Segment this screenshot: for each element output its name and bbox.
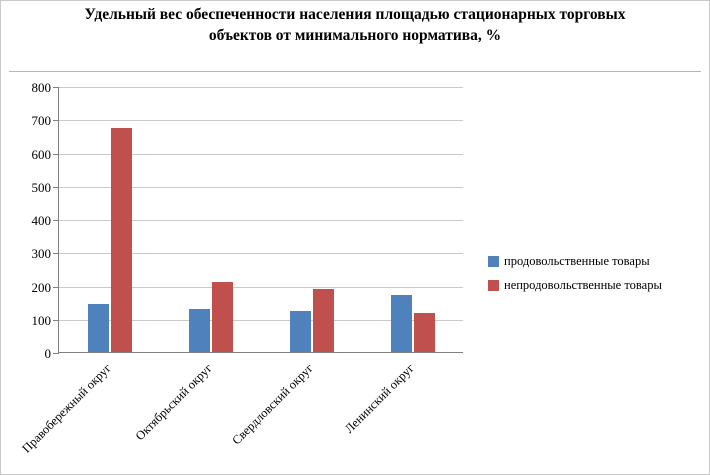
- y-axis-tick-label: 400: [31, 213, 52, 228]
- y-axis-tick-label: 300: [31, 246, 52, 262]
- chart-top-border: [9, 71, 701, 72]
- y-axis-tick: [53, 253, 59, 255]
- legend-swatch-series-1: [488, 256, 499, 267]
- y-axis-tick-label: 800: [31, 80, 52, 95]
- gridline: [59, 153, 463, 155]
- y-axis-tick: [53, 220, 59, 221]
- bar-series-2-1: [110, 127, 132, 352]
- x-axis-tick-label: Правобережный округ: [18, 361, 114, 456]
- plot-area: [53, 87, 463, 354]
- bar-series-1-1: [87, 303, 109, 352]
- y-axis-tick: [53, 87, 59, 88]
- bar-series-1-3: [290, 311, 312, 352]
- y-axis-tick-label: 200: [31, 279, 52, 295]
- y-axis-tick-label: 100: [31, 312, 52, 328]
- gridline: [59, 253, 463, 255]
- y-axis-tick: [53, 286, 59, 288]
- gridline: [59, 220, 463, 221]
- bar-series-2-4: [414, 312, 436, 352]
- y-axis-tick-label: 600: [31, 146, 52, 162]
- legend-swatch-series-2: [488, 280, 499, 291]
- y-axis-tick: [53, 120, 59, 122]
- y-axis-tick: [53, 353, 59, 354]
- gridline: [59, 120, 463, 122]
- y-axis-tick-label: 500: [31, 179, 52, 195]
- gridline: [59, 286, 463, 288]
- bar-series-2-2: [211, 282, 233, 352]
- gridline: [59, 186, 463, 188]
- y-axis: 0 100 200 300 400 500 600 700 800: [15, 81, 52, 360]
- bar-series-2-3: [313, 288, 335, 352]
- y-axis-tick-label: 0: [44, 346, 52, 361]
- y-axis-tick-label: 700: [31, 113, 52, 129]
- bar-series-1-4: [391, 295, 413, 352]
- legend-item: непродовольственные товары: [488, 278, 662, 293]
- x-axis: Правобережный округ Октябрьский округ Свер…: [19, 355, 463, 473]
- y-axis-tick: [53, 319, 59, 321]
- legend-label: непродовольственные товары: [504, 278, 662, 292]
- legend-item: продовольственные товары: [488, 254, 662, 269]
- gridline: [59, 319, 463, 321]
- bar-series-1-2: [188, 308, 210, 352]
- legend: продовольственные товары непродовольствен…: [488, 254, 662, 302]
- y-axis-tick: [53, 153, 59, 155]
- y-axis-tick: [53, 186, 59, 188]
- legend-label: продовольственные товары: [504, 254, 650, 268]
- chart-title: Удельный вес обеспеченности населения пл…: [84, 6, 626, 44]
- gridline: [59, 87, 463, 88]
